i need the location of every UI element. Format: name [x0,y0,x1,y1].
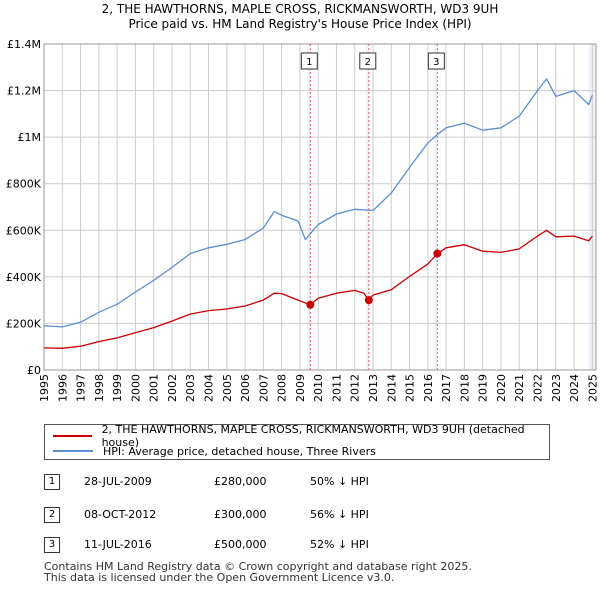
sale-point [433,249,442,258]
x-tick-label: 2024 [568,374,581,402]
hpi-line [43,78,593,328]
purchase-shade-band [365,44,369,370]
x-tick-label: 2001 [148,374,161,402]
x-tick-label: 2015 [404,374,417,402]
x-tick-label: 2007 [257,374,270,402]
x-tick-label: 2022 [532,374,545,402]
y-tick-label: £200K [6,317,42,330]
transaction-hpi-diff: 50% ↓ HPI [310,475,369,488]
x-tick-label: 2002 [166,374,179,402]
chart-title: 2, THE HAWTHORNS, MAPLE CROSS, RICKMANSW… [101,2,499,16]
x-tick-label: 2008 [276,374,289,402]
x-tick-label: 1999 [111,374,124,402]
x-tick-label: 2006 [239,374,252,402]
transaction-price: £280,000 [214,475,267,488]
x-tick-label: 2023 [550,374,563,402]
y-tick-label: £400K [6,271,42,284]
property-price-line [43,229,593,349]
chart-legend: 2, THE HAWTHORNS, MAPLE CROSS, RICKMANSW… [44,423,550,460]
legend-label-property: 2, THE HAWTHORNS, MAPLE CROSS, RICKMANSW… [101,423,525,449]
x-tick-label: 1995 [38,374,51,402]
sale-point [364,296,373,305]
y-tick-label: £1.4M [7,38,41,51]
x-tick-label: 2018 [458,374,471,402]
purchase-shade-band [434,44,438,370]
y-tick-label: £1.2M [7,85,41,98]
x-tick-label: 2010 [312,374,325,402]
chart-subtitle: Price paid vs. HM Land Registry's House … [128,17,472,31]
transaction-price: £300,000 [214,508,267,521]
x-tick-label: 2000 [129,374,142,402]
y-tick-label: £0 [27,364,41,377]
x-tick-label: 2009 [294,374,307,402]
transaction-price: £500,000 [214,538,267,551]
sale-label-number: 3 [433,57,439,68]
x-tick-label: 2021 [513,374,526,402]
sale-label-number: 1 [306,57,312,68]
x-tick-label: 2019 [477,374,490,402]
transaction-hpi-diff: 56% ↓ HPI [310,508,369,521]
x-tick-label: 2012 [349,374,362,402]
x-tick-label: 2020 [495,374,508,402]
transaction-number-badge: 2 [44,507,60,523]
sale-label-box [427,52,445,70]
purchase-shade-band [307,44,311,370]
x-tick-label: 1996 [56,374,69,402]
transaction-number-badge: 3 [44,537,60,553]
y-tick-label: £1M [18,131,42,144]
sale-label-number: 2 [365,57,371,68]
sale-label-box [359,52,377,70]
footer: Contains HM Land Registry data © Crown c… [44,561,472,583]
price-chart: 1 2 3 1995 1996 1997 1998 1999 2000 2001 2002 2003… [6,38,600,402]
x-tick-label: 2004 [203,374,216,402]
legend-swatch-property [53,435,92,437]
x-tick-label: 1998 [93,374,106,402]
y-tick-label: £600K [6,224,42,237]
legend-label-hpi: HPI: Average price, detached house, Thre… [103,444,376,458]
x-tick-label: 2005 [221,374,234,402]
x-tick-label: 2016 [422,374,435,402]
x-tick-label: 2003 [184,374,197,402]
transaction-hpi-diff: 52% ↓ HPI [310,538,369,551]
legend-item-hpi: HPI: Average price, detached house, Thre… [53,444,376,458]
footer-licence: This data is licensed under the Open Gov… [44,571,395,584]
x-tick-label: 2017 [440,374,453,402]
x-tick-label: 2013 [367,374,380,402]
legend-swatch-hpi [53,450,93,452]
transaction-date: 11-JUL-2016 [84,538,152,551]
sale-point [306,300,315,309]
x-tick-label: 2014 [385,374,398,402]
transaction-date: 28-JUL-2009 [84,475,152,488]
transaction-date: 08-OCT-2012 [84,508,157,521]
legend-item-property: 2, THE HAWTHORNS, MAPLE CROSS, RICKMANSW… [53,423,549,449]
sale-label-box [300,52,318,70]
x-tick-label: 2025 [586,374,599,402]
y-tick-label: £800K [6,178,42,191]
transaction-number-badge: 1 [44,474,60,490]
plot-frame [43,43,597,371]
x-tick-label: 1997 [75,374,88,402]
footer-copyright: Contains HM Land Registry data © Crown c… [44,560,472,573]
x-tick-label: 2011 [330,374,343,402]
